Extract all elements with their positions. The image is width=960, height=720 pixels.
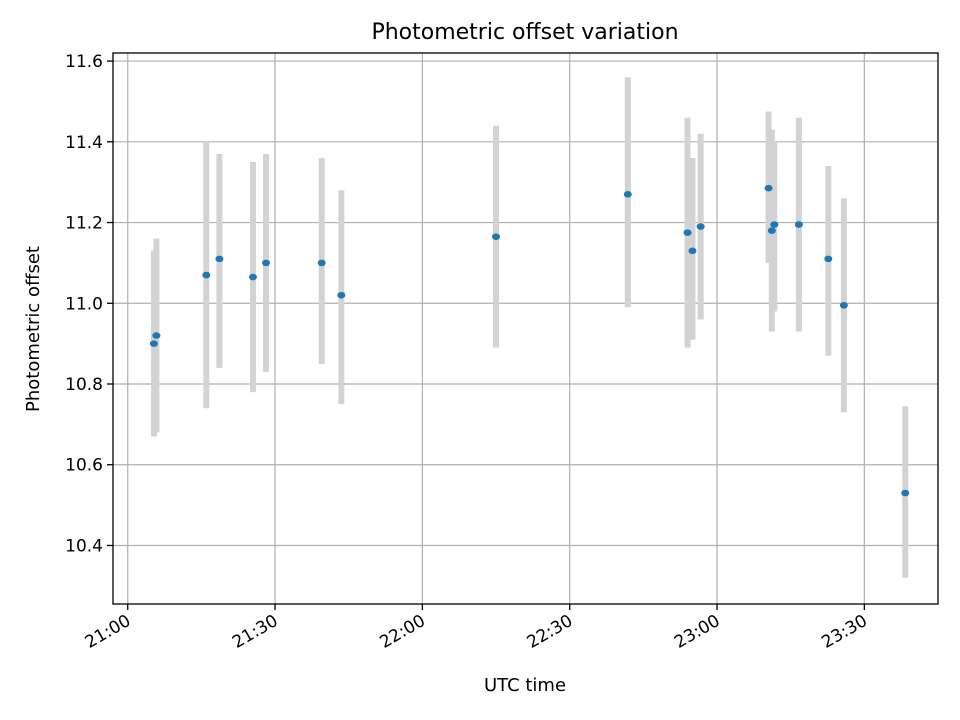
y-tick-label: 10.8 — [65, 375, 103, 395]
data-point — [202, 271, 211, 279]
y-axis-ticks: 10.4 10.6 10.8 11.0 11.2 11.4 11.6 — [65, 52, 113, 556]
y-tick-label: 11.2 — [65, 214, 103, 234]
x-axis-ticks: 21:00 21:30 22:00 22:30 23:00 23:30 — [82, 604, 871, 653]
data-point — [152, 332, 161, 339]
data-point — [839, 301, 848, 309]
y-axis-label: Photometric offset — [23, 246, 44, 412]
y-tick-label: 11.6 — [65, 52, 103, 72]
x-tick-label: 22:00 — [376, 611, 428, 653]
data-point — [683, 229, 692, 236]
data-point — [767, 227, 776, 234]
data-point — [901, 489, 910, 497]
data-point — [688, 247, 697, 255]
error-bars — [150, 77, 909, 578]
x-tick-label: 21:00 — [82, 611, 134, 653]
x-tick-label: 23:30 — [818, 611, 870, 653]
data-point — [770, 221, 779, 228]
data-point — [794, 221, 803, 228]
data-point — [337, 291, 346, 299]
y-tick-label: 11.0 — [65, 294, 103, 314]
data-points — [149, 184, 910, 497]
data-point — [317, 259, 326, 267]
grid-lines — [113, 53, 938, 604]
data-point — [149, 340, 158, 347]
y-tick-label: 11.4 — [65, 133, 103, 153]
chart-title: Photometric offset variation — [371, 20, 678, 45]
x-tick-label: 22:30 — [524, 611, 576, 653]
x-tick-label: 23:00 — [671, 611, 723, 653]
data-point — [824, 255, 833, 263]
y-tick-label: 10.4 — [65, 536, 103, 556]
data-point — [623, 190, 632, 198]
data-point — [248, 273, 257, 281]
x-tick-label: 21:30 — [229, 611, 281, 653]
y-tick-label: 10.6 — [65, 456, 103, 476]
data-point — [215, 255, 224, 263]
data-point — [764, 184, 773, 192]
plot-area-frame — [112, 52, 939, 605]
data-point — [696, 223, 705, 230]
data-point — [262, 259, 271, 267]
x-axis-label: UTC time — [484, 675, 566, 696]
data-point — [492, 233, 501, 240]
